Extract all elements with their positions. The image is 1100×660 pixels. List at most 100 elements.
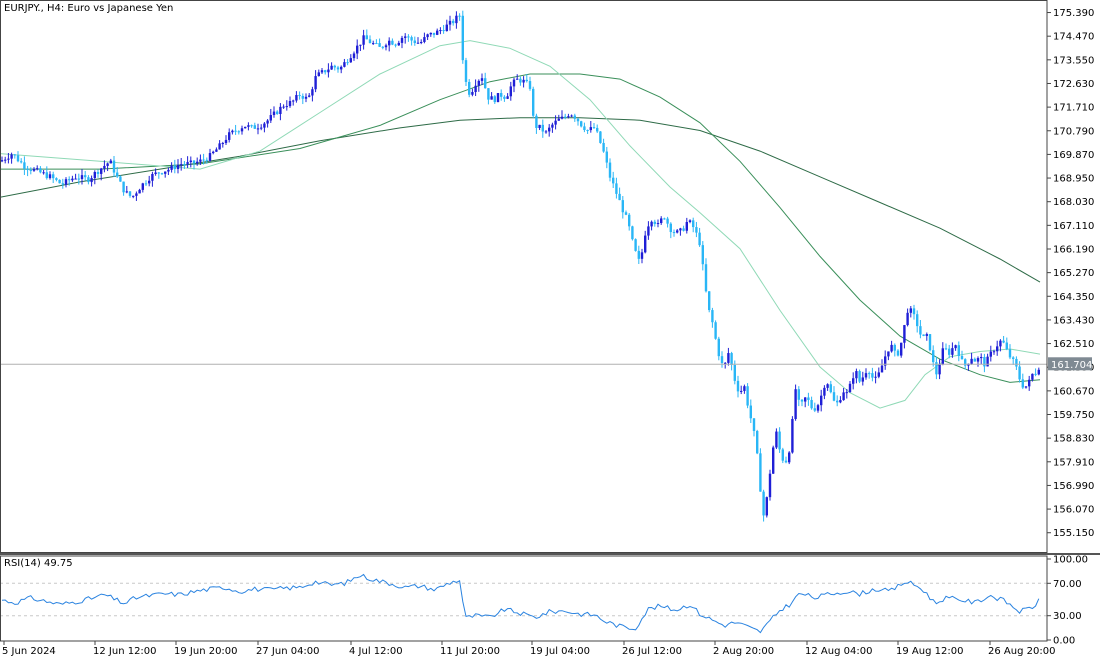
candle[interactable] (698, 227, 701, 247)
candle[interactable] (231, 129, 234, 135)
candle[interactable] (359, 44, 362, 52)
candle[interactable] (176, 159, 180, 174)
candle[interactable] (884, 350, 887, 370)
candle[interactable] (464, 57, 468, 87)
candle[interactable] (519, 76, 522, 86)
candle[interactable] (29, 167, 32, 175)
candle[interactable] (484, 72, 487, 89)
candle[interactable] (237, 130, 240, 135)
candle[interactable] (951, 342, 954, 358)
candle[interactable] (676, 228, 679, 234)
candle[interactable] (567, 113, 570, 119)
candle[interactable] (336, 65, 340, 73)
candle[interactable] (916, 310, 919, 333)
main-pane[interactable] (0, 10, 1047, 522)
candle[interactable] (829, 380, 832, 394)
candle[interactable] (346, 59, 349, 66)
candle[interactable] (535, 113, 538, 134)
candle[interactable] (330, 62, 333, 70)
candle[interactable] (887, 351, 890, 361)
candle[interactable] (285, 100, 288, 111)
candle[interactable] (202, 153, 205, 165)
candle[interactable] (311, 86, 314, 102)
candle[interactable] (730, 351, 733, 371)
candle[interactable] (599, 131, 602, 144)
candle[interactable] (439, 27, 442, 35)
candle[interactable] (388, 37, 391, 52)
candle[interactable] (906, 308, 909, 327)
candle[interactable] (711, 307, 714, 328)
candle[interactable] (1031, 373, 1034, 382)
candle[interactable] (365, 29, 368, 40)
candle[interactable] (864, 368, 868, 380)
candle[interactable] (522, 76, 525, 88)
candle[interactable] (151, 171, 154, 187)
candle[interactable] (743, 384, 746, 394)
candle[interactable] (1034, 368, 1037, 377)
candle[interactable] (324, 69, 327, 75)
candle[interactable] (183, 160, 186, 169)
candle[interactable] (212, 150, 215, 155)
candle[interactable] (362, 29, 365, 50)
candle[interactable] (858, 369, 861, 384)
candle[interactable] (948, 344, 951, 359)
candle[interactable] (368, 35, 372, 44)
candle[interactable] (928, 333, 932, 352)
candle[interactable] (452, 18, 455, 26)
candle[interactable] (820, 389, 823, 412)
candle[interactable] (708, 291, 711, 313)
candle[interactable] (135, 191, 138, 201)
candle[interactable] (138, 188, 141, 194)
candle[interactable] (996, 340, 999, 356)
candle[interactable] (765, 496, 768, 518)
candle[interactable] (618, 187, 621, 201)
candle[interactable] (224, 135, 228, 146)
candle[interactable] (896, 349, 900, 357)
candle[interactable] (394, 43, 397, 48)
candle[interactable] (621, 196, 624, 219)
candle[interactable] (880, 359, 884, 373)
candle[interactable] (752, 418, 756, 437)
candle[interactable] (320, 67, 324, 74)
candle[interactable] (957, 341, 960, 362)
candle[interactable] (416, 37, 420, 44)
candle[interactable] (826, 383, 829, 391)
candle[interactable] (327, 63, 330, 78)
candle[interactable] (1005, 337, 1008, 351)
candle[interactable] (1008, 344, 1012, 360)
candle[interactable] (32, 167, 36, 172)
candle[interactable] (276, 110, 279, 115)
candle[interactable] (58, 179, 61, 184)
candle[interactable] (663, 217, 666, 220)
candle[interactable] (855, 368, 858, 384)
candle[interactable] (164, 171, 167, 178)
candle[interactable] (685, 217, 688, 234)
candle[interactable] (794, 384, 797, 421)
candle[interactable] (640, 248, 644, 264)
candle[interactable] (804, 397, 807, 408)
candle[interactable] (260, 124, 263, 131)
candle[interactable] (852, 372, 855, 390)
candle[interactable] (272, 106, 276, 118)
candle[interactable] (612, 171, 615, 189)
candle[interactable] (647, 221, 650, 240)
candle[interactable] (167, 167, 170, 176)
candle[interactable] (247, 122, 250, 131)
candle[interactable] (999, 339, 1002, 352)
candle[interactable] (890, 340, 893, 353)
candle[interactable] (791, 416, 794, 454)
candle[interactable] (301, 93, 304, 105)
candle[interactable] (842, 387, 845, 401)
candle[interactable] (192, 160, 196, 170)
candle[interactable] (932, 345, 935, 367)
candle[interactable] (458, 13, 461, 21)
candle[interactable] (583, 122, 586, 133)
candle[interactable] (727, 347, 730, 366)
candle[interactable] (810, 396, 813, 410)
candle[interactable] (496, 92, 500, 103)
candle[interactable] (570, 114, 573, 118)
candle[interactable] (679, 227, 682, 236)
candle[interactable] (317, 69, 320, 77)
candle[interactable] (295, 91, 298, 103)
candle[interactable] (634, 238, 637, 252)
